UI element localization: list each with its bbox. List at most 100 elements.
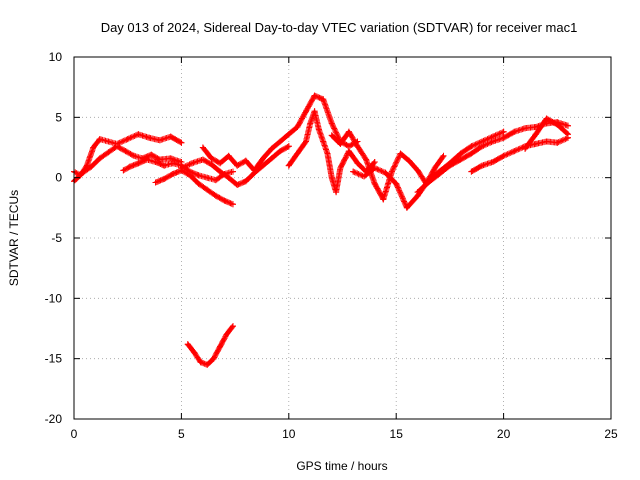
data-point <box>122 148 129 155</box>
x-tick-label: 25 <box>604 427 618 441</box>
data-point <box>195 180 202 187</box>
data-point <box>124 136 131 143</box>
data-point <box>277 138 284 145</box>
data-point <box>217 168 224 175</box>
series-track-e <box>178 143 292 188</box>
x-tick-label: 0 <box>71 427 78 441</box>
y-tick-label: -15 <box>45 352 63 366</box>
data-point <box>135 131 142 138</box>
data-point <box>489 159 496 165</box>
data-point-markers <box>414 119 571 196</box>
data-point <box>187 172 193 179</box>
data-point <box>105 149 112 156</box>
data-point <box>522 125 529 132</box>
data-point <box>277 148 284 155</box>
data-point <box>144 156 150 163</box>
y-tick-label: -20 <box>45 412 63 426</box>
data-point <box>345 148 352 155</box>
data-point <box>307 120 314 127</box>
y-tick-label: 10 <box>49 50 63 64</box>
x-tick-label: 5 <box>178 427 185 441</box>
data-point <box>285 162 292 169</box>
data-point <box>221 197 228 204</box>
data-point <box>161 162 168 169</box>
data-point <box>333 189 340 196</box>
data-point <box>554 139 561 146</box>
data-point <box>79 169 86 176</box>
data-point <box>242 157 249 164</box>
data-point <box>204 186 211 193</box>
data-point <box>234 181 241 188</box>
data-point <box>500 134 507 141</box>
data-point <box>320 138 327 145</box>
chart-title: Day 013 of 2024, Sidereal Day-to-day VTE… <box>101 20 578 35</box>
data-point <box>500 152 507 159</box>
data-point <box>403 204 410 211</box>
data-point <box>285 131 292 138</box>
y-tick-label: 0 <box>55 171 62 185</box>
data-point <box>169 171 176 177</box>
data-point <box>436 171 443 177</box>
data-point <box>230 323 236 330</box>
data-point <box>311 108 318 115</box>
data-point <box>479 143 486 150</box>
data-point <box>208 155 215 162</box>
data-point <box>131 152 138 159</box>
grid-lines <box>74 57 611 419</box>
data-point <box>320 96 327 103</box>
y-axis-label: SDTVAR / TECUs <box>7 190 21 286</box>
data-point <box>397 150 404 157</box>
data-point <box>212 177 219 184</box>
data-point <box>361 173 367 180</box>
data-point <box>440 152 447 159</box>
data-point <box>199 144 206 151</box>
x-tick-labels: 0 5 10 15 20 25 <box>71 427 618 441</box>
y-tick-label: -5 <box>51 231 62 245</box>
series-track-l <box>522 115 571 152</box>
data-point <box>489 138 496 145</box>
series-track-f <box>199 92 361 174</box>
data-point <box>242 178 249 185</box>
data-point <box>96 155 103 162</box>
data-point <box>189 160 196 167</box>
data-point <box>268 145 275 152</box>
y-tick-label: -10 <box>45 291 63 305</box>
axis-ticks <box>73 56 612 420</box>
data-point <box>337 165 344 171</box>
data-point <box>146 134 153 141</box>
data-point <box>380 196 387 203</box>
data-point <box>199 156 206 163</box>
data-point <box>414 189 421 196</box>
data-point <box>152 159 159 165</box>
data-point <box>522 145 529 152</box>
data-point <box>315 126 322 133</box>
y-tick-label: 5 <box>55 110 62 124</box>
x-tick-label: 15 <box>390 427 404 441</box>
data-point <box>135 160 142 167</box>
data-point <box>178 139 185 146</box>
data-point <box>354 143 361 150</box>
data-point <box>88 163 95 170</box>
data-point <box>511 128 518 135</box>
data-point <box>382 169 389 176</box>
series-track-m <box>184 323 236 368</box>
data-point <box>152 179 159 186</box>
data-point <box>260 162 266 169</box>
data-point <box>468 143 475 150</box>
data-point <box>371 180 378 187</box>
data-point <box>230 168 236 175</box>
data-point <box>532 131 539 138</box>
data-point <box>204 174 211 181</box>
data-point <box>500 128 507 135</box>
data-point-markers <box>184 323 236 368</box>
data-point <box>446 162 453 169</box>
data-point <box>285 143 292 150</box>
data-point <box>425 179 432 186</box>
data-point <box>468 168 475 175</box>
data-point <box>178 165 185 171</box>
data-point <box>230 201 236 208</box>
data-point <box>328 174 335 181</box>
data-point <box>337 140 344 147</box>
data-point <box>431 165 438 171</box>
